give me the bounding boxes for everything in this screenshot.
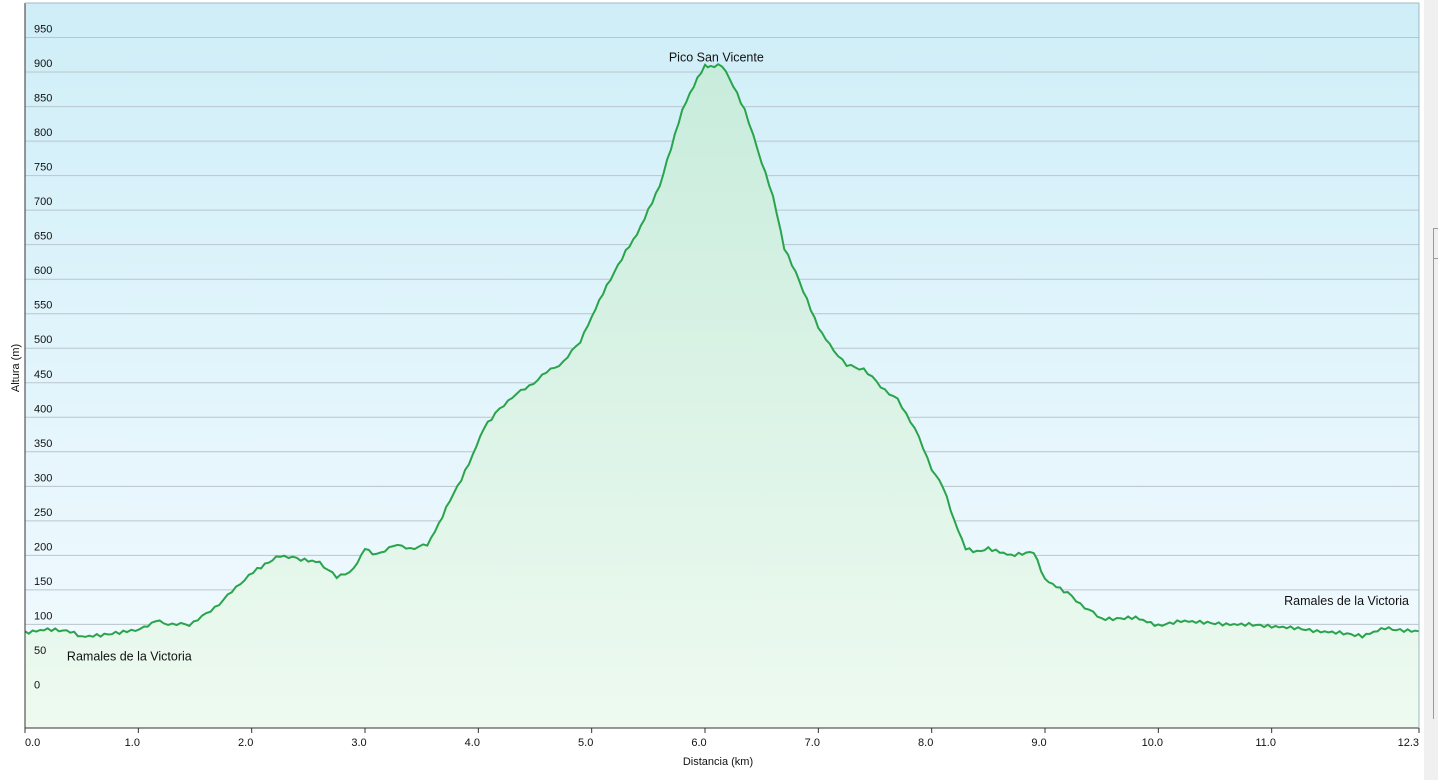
- annotation-label: Ramales de la Victoria: [67, 649, 192, 663]
- y-tick-label: 850: [34, 93, 52, 105]
- y-tick-label: 750: [34, 162, 52, 174]
- y-tick-labels: 0 50 100 150 200 250 300 350 400 450 500 550 600 650 7…: [34, 24, 52, 692]
- y-tick-label: 800: [34, 127, 52, 139]
- elevation-area: [25, 64, 1419, 728]
- y-tick-label: 0: [34, 679, 40, 691]
- y-tick-label: 700: [34, 196, 52, 208]
- x-tick-labels: 0.0 1.0 2.0 3.0 4.0 5.0 6.0 7.0 8.0 9.0 10.0 11.0 12…: [24, 728, 1420, 749]
- annotation-label: Ramales de la Victoria: [1284, 594, 1409, 608]
- x-tick-label: 5.0: [578, 737, 593, 749]
- y-tick-label: 600: [34, 265, 52, 277]
- x-tick-label: 1.0: [125, 737, 140, 749]
- x-tick-label: 8.0: [918, 737, 933, 749]
- x-tick-label: 4.0: [465, 737, 480, 749]
- x-axis-title: Distancia (km): [683, 756, 753, 768]
- x-tick-label: 6.0: [691, 737, 706, 749]
- elevation-line: [24, 62, 1420, 639]
- y-tick-label: 650: [34, 231, 52, 243]
- annotation-label: Pico San Vicente: [669, 51, 764, 65]
- y-tick-label: 450: [34, 369, 52, 381]
- y-tick-label: 200: [34, 541, 52, 553]
- x-tick-label: 7.0: [805, 737, 820, 749]
- y-tick-label: 400: [34, 403, 52, 415]
- y-tick-label: 250: [34, 507, 52, 519]
- y-tick-label: 900: [34, 58, 52, 70]
- y-tick-label: 50: [34, 645, 46, 657]
- x-tick-label: 0.0: [25, 737, 40, 749]
- y-tick-label: 350: [34, 438, 52, 450]
- x-tick-label: 2.0: [238, 737, 253, 749]
- y-tick-label: 500: [34, 334, 52, 346]
- x-tick-label: 11.0: [1255, 737, 1276, 749]
- x-tick-label: 9.0: [1031, 737, 1046, 749]
- annotations: Pico San Vicente Ramales de la Victoria Ra…: [67, 51, 1409, 664]
- y-axis-title: Altura (m): [10, 344, 22, 392]
- y-tick-label: 150: [34, 576, 52, 588]
- y-tick-label: 300: [34, 472, 52, 484]
- x-tick-label: 3.0: [351, 737, 366, 749]
- window-edge-divider-mid: [1433, 258, 1438, 719]
- y-tick-label: 100: [34, 610, 52, 622]
- y-tick-label: 950: [34, 24, 52, 36]
- y-tick-label: 550: [34, 300, 52, 312]
- window-edge-divider-top: [1433, 228, 1438, 259]
- window-edge-strip: [1424, 0, 1438, 780]
- x-tick-label: 12.3: [1398, 737, 1419, 749]
- x-tick-label: 10.0: [1142, 737, 1163, 749]
